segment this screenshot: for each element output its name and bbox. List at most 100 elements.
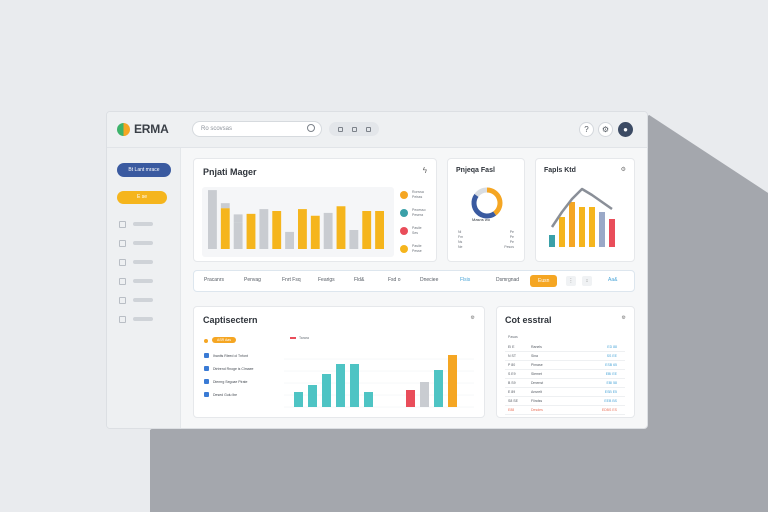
projects-legend: Ni Pe Fm Pe Ns Pe Ne Pesos [458,229,514,250]
bar [559,217,565,247]
shield-icon [204,353,209,358]
manager-card: Pnjati Mager ϟ Ronvsa Peisss Peoesso Peser… [193,158,437,262]
cost-card: Cot esstral ⚙ Pasas Ei E Ranels ED 88 N ST S… [496,306,635,418]
table-row[interactable]: P 80 Pimase ESB 65 [505,361,625,370]
card-title: Pnjati Mager [203,167,257,177]
top-bar: ERMA Ro scovsas ? ⚙ ● [107,112,647,148]
card-title: Pnjeqa Fasl [456,167,495,174]
app-window: ERMA Ro scovsas ? ⚙ ● Bt Lant mrace E se… [106,111,648,429]
list-item[interactable]: Desed Gulu lbe [204,392,237,397]
copy-icon [119,239,126,247]
sort-icon[interactable]: ↕ [582,276,592,286]
bar [589,207,595,247]
list-item[interactable]: Dtrtrend Rnoge is Clmaee [204,366,253,371]
projects-donut-chart [471,187,503,219]
settings-icon[interactable]: ⚙ [620,167,626,173]
tab[interactable]: Penvag [244,277,261,283]
sidebar-item[interactable] [119,239,153,247]
card-title: Fapls Ktd [544,167,576,174]
sidebar-item[interactable] [119,220,153,228]
bar-extra [233,214,243,223]
legend-dot [400,244,408,253]
sidebar: Bt Lant mrace E se [107,148,181,428]
bar [350,364,359,407]
donut-slice [486,187,503,216]
table-row[interactable]: Ei E Ranels ED 88 [505,343,625,352]
grid-icon[interactable] [365,126,371,132]
search-icon[interactable] [307,124,315,132]
tab[interactable]: Fsd o [388,277,401,283]
trend-line [550,187,613,228]
bar [272,211,282,249]
bar [406,390,415,407]
bar [322,374,331,407]
sidebar-item[interactable] [119,277,153,285]
tab[interactable]: Dneciee [420,277,439,283]
bar [220,208,230,249]
search-input[interactable]: Ro scovsas [192,121,322,137]
tab[interactable]: Fearigs [318,277,335,283]
legend-label: Tarara [299,336,309,340]
legend-item: Ronvsa Peisss [400,189,424,200]
list-item[interactable]: Diemrg Segoae Plrate [204,379,247,384]
sidebar-item[interactable] [119,258,153,266]
bar [233,222,243,249]
bar-extra [220,203,230,209]
chart-icon [119,258,126,266]
tab[interactable]: Dsmrgnad [496,277,520,283]
list-item[interactable]: Ihanlts Rleed ol Tnfont [204,353,248,358]
bar [310,215,320,249]
bar [434,370,443,407]
folder-icon [119,296,126,304]
bar [609,219,615,247]
table-row[interactable]: E88 Desdes EDBS ES [505,406,625,415]
lightning-icon[interactable]: ϟ [422,166,427,175]
toolbar-pill[interactable] [329,122,379,136]
settings-icon[interactable]: ⚙ [598,122,613,137]
table-row[interactable]: S E9 Slemet EBI EE [505,370,625,379]
question-icon[interactable]: ? [579,122,594,137]
bar [246,213,256,249]
logo-icon [117,122,130,136]
copy-icon[interactable] [351,126,357,132]
bar [569,202,575,247]
tab[interactable]: Pracanrs [204,277,225,283]
card-title: Captisectern [203,315,258,325]
settings-icon[interactable]: ⚙ [621,315,626,321]
bar [285,231,294,249]
app-logo[interactable]: ERMA [117,122,169,136]
tab-bar: Pracanrs Penvag Fnrt Fsq Fearigs Fld& Fs… [193,270,635,292]
donut-center-label: Masns wo [472,217,491,222]
bar [364,392,373,407]
tab[interactable]: Flsis [460,277,471,283]
donut-slice [471,193,497,219]
table-header: Pasas [508,335,518,339]
contributions-bar-chart [284,355,474,408]
tab[interactable]: Aa& [608,277,618,283]
bar [579,207,585,247]
bar [599,212,605,247]
sidebar-item[interactable] [119,315,153,323]
trend-card: Fapls Ktd ⚙ [535,158,635,262]
avatar[interactable]: ● [618,122,633,137]
table-row[interactable]: E 89 Ansrelt ESB E5 [505,388,625,397]
sidebar-item[interactable] [119,296,153,304]
legend-item: Pasiie Pesse [400,243,422,254]
tab[interactable]: Fld& [354,277,365,283]
bar [208,190,217,249]
bar [420,382,429,407]
manager-bar-chart [202,187,394,257]
filter-icon[interactable]: ⋮ [566,276,576,286]
badge[interactable]: ASR Aas [212,337,237,343]
table-row[interactable]: N ST Sina SS EE [505,352,625,361]
zoom-icon[interactable] [337,126,343,132]
settings-icon[interactable]: ⚙ [470,315,475,321]
sidebar-primary-button[interactable]: Bt Lant mrace [117,163,171,177]
table-row[interactable]: S8 SE Flindss EEB BS [505,397,625,406]
tab-active[interactable]: Eusn [530,275,558,287]
bar [448,355,457,407]
sidebar-accent-button[interactable]: E se [117,191,167,204]
shield-icon [204,392,209,397]
table-row[interactable]: B S9 Dmenst EBI 58 [505,379,625,388]
tab[interactable]: Fnrt Fsq [282,277,301,283]
